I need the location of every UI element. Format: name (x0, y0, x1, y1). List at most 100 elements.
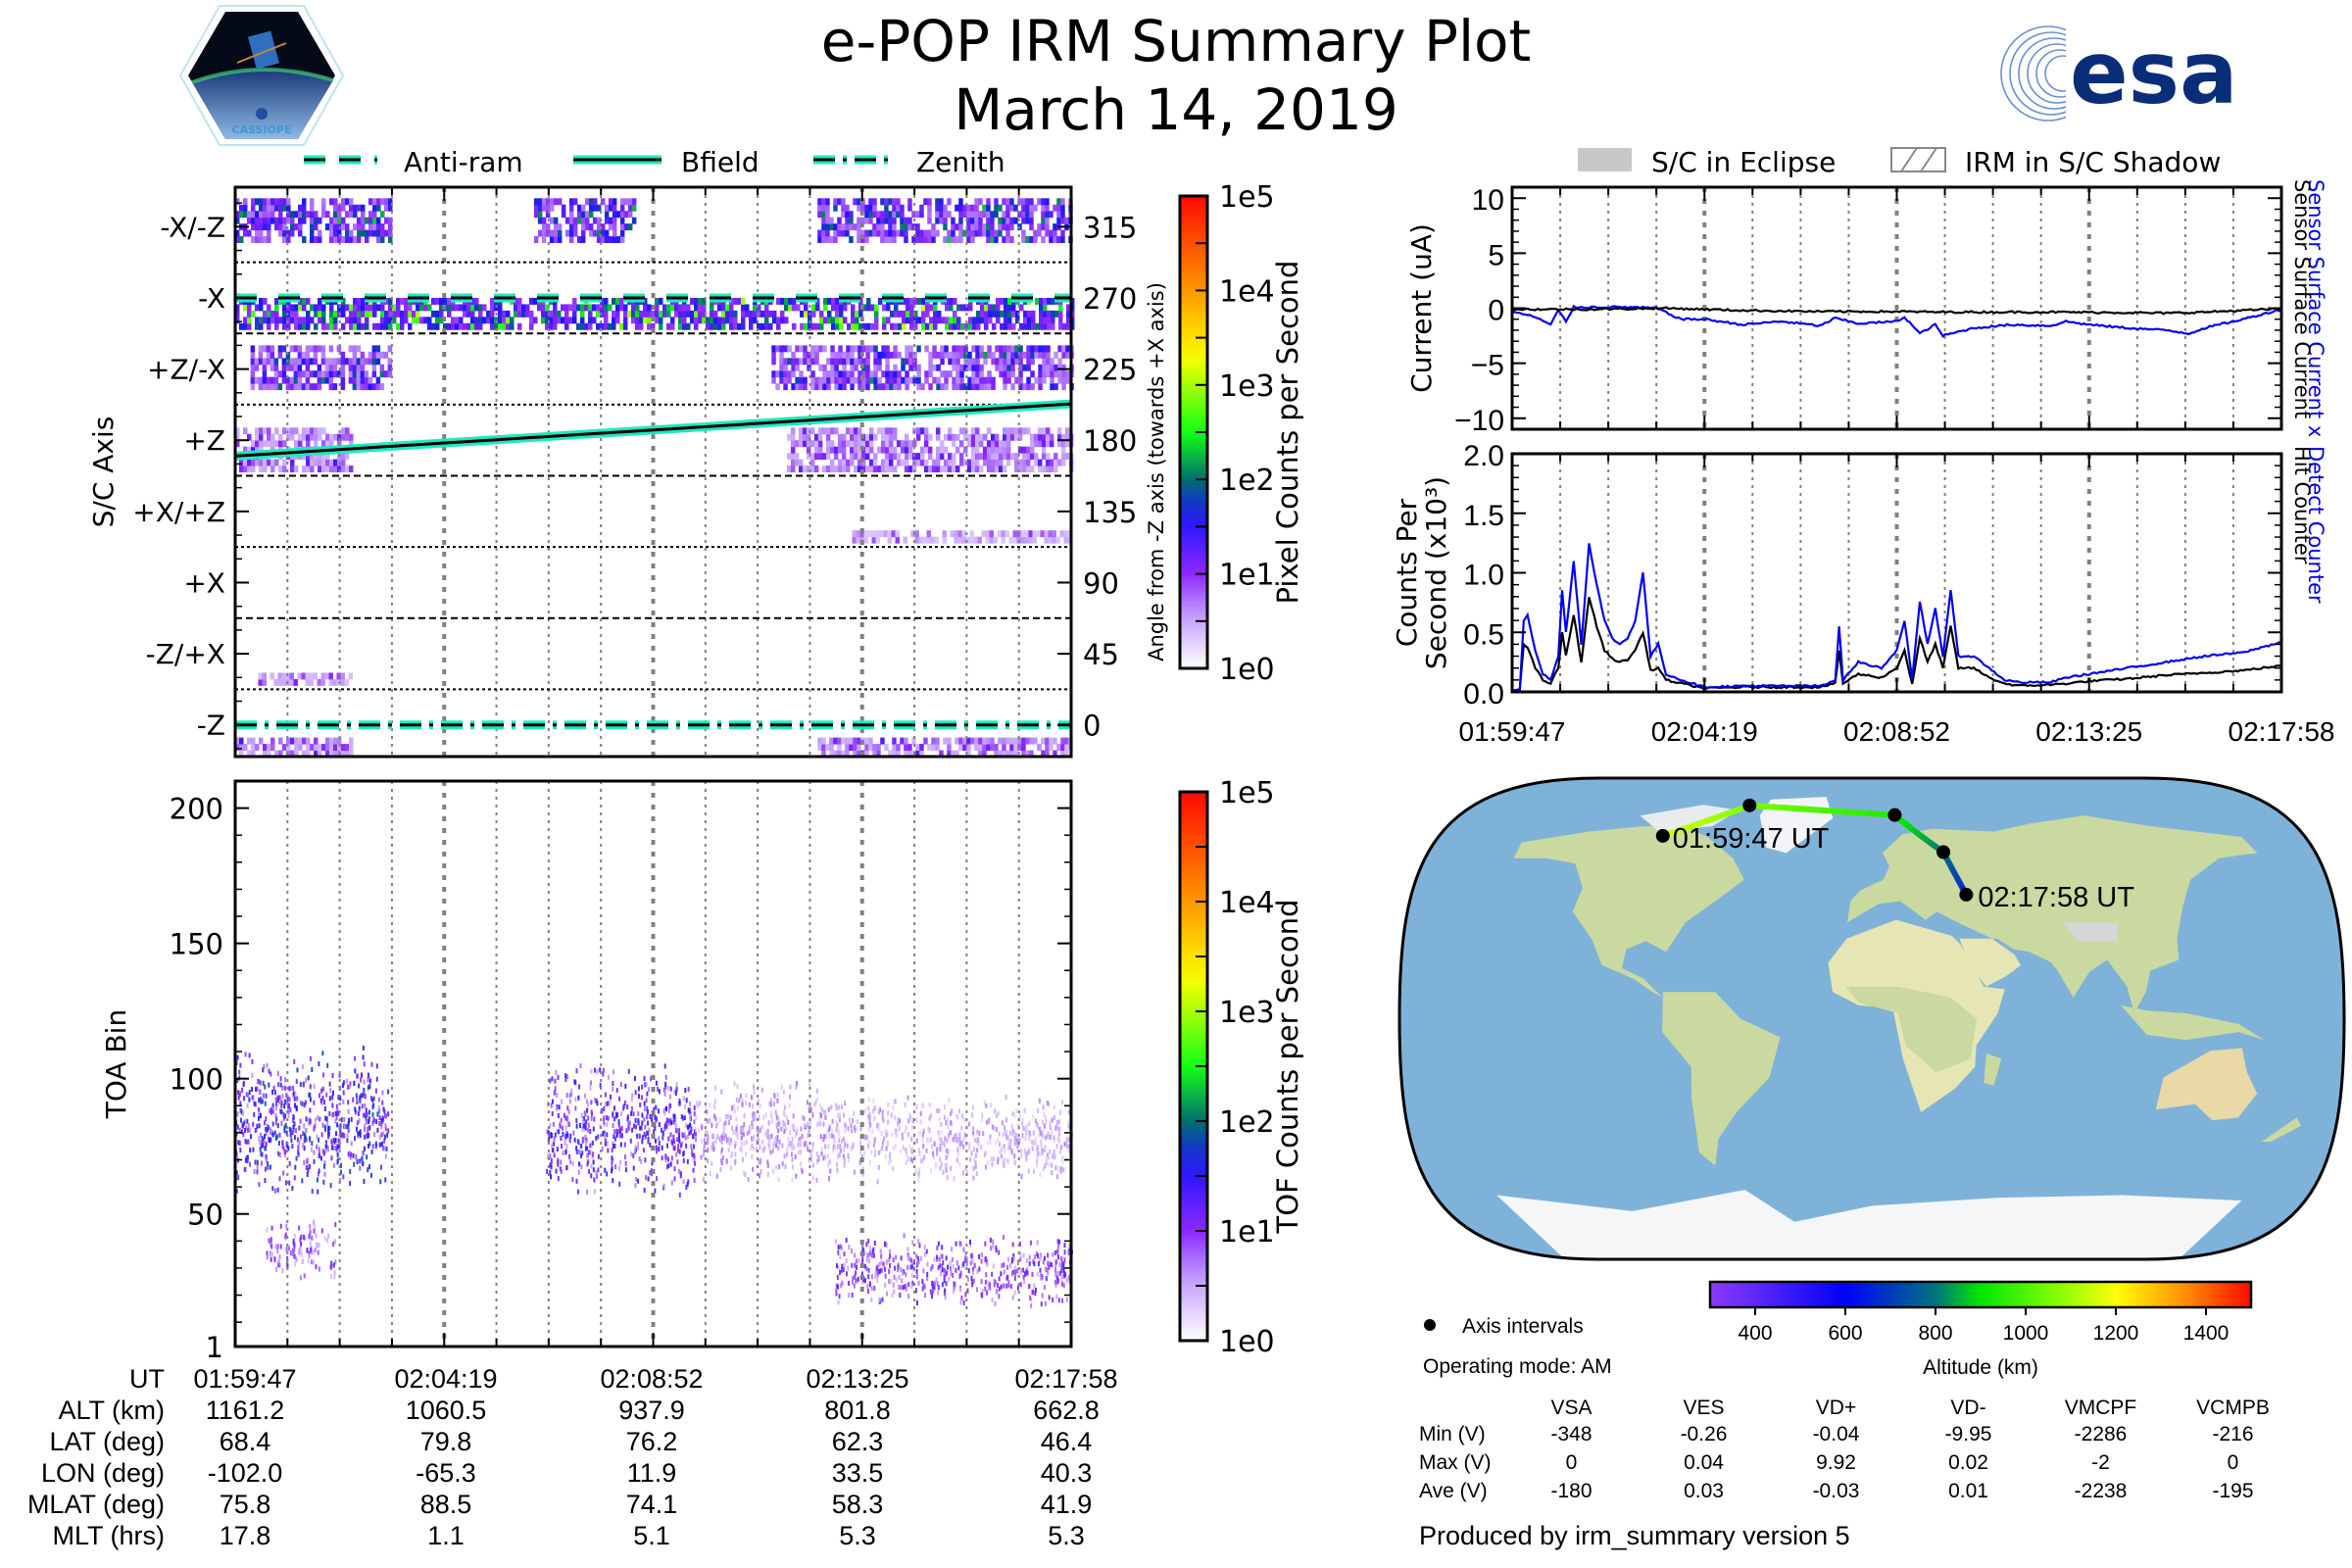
spectrogram-cell (1045, 223, 1050, 231)
spectrogram-cell (803, 351, 808, 359)
spectrogram-cell (916, 383, 921, 391)
toa-cell (960, 1295, 963, 1300)
spectrogram-cell (917, 297, 922, 305)
spectrogram-cell (541, 217, 547, 224)
toa-cell (332, 1138, 335, 1144)
toa-cell (1062, 1260, 1065, 1266)
toa-cell (736, 1130, 739, 1136)
toa-cell (550, 1174, 553, 1180)
spectrogram-cell (779, 351, 784, 359)
toa-cell (564, 1073, 567, 1079)
spectrogram-cell (821, 223, 826, 231)
spectrogram-cell (870, 322, 875, 330)
spectrogram-cell (255, 427, 260, 435)
spectrogram-cell (341, 198, 346, 206)
spectrogram-cell (962, 229, 967, 237)
spectrogram-cell (580, 229, 586, 237)
toa-cell (381, 1131, 384, 1137)
toa-cell (971, 1254, 974, 1260)
spectrogram-cell (332, 358, 338, 366)
toa-cell (339, 1169, 342, 1175)
spectrogram-cell (243, 427, 248, 435)
spectrogram-cell (553, 198, 559, 206)
toa-cell (658, 1136, 661, 1142)
spectrogram-cell (1046, 345, 1051, 353)
toa-cell (1003, 1269, 1005, 1275)
spectrogram-cell (1004, 304, 1008, 312)
spectrogram-cell (872, 211, 877, 219)
toa-cell (845, 1258, 848, 1264)
spectrogram-cell (1059, 530, 1064, 538)
toa-cell (270, 1129, 273, 1135)
spectrogram-cell (1034, 351, 1039, 359)
toa-cell (240, 1129, 243, 1135)
spectrogram-cell (353, 223, 358, 231)
spectrogram-cell (647, 304, 652, 312)
spectrogram-cell (278, 217, 283, 224)
toa-cell (690, 1126, 693, 1132)
spectrogram-cell (353, 304, 358, 312)
spectrogram-cell (857, 223, 861, 231)
spectrogram-cell (325, 737, 330, 745)
toa-cell (662, 1130, 664, 1136)
toa-cell (285, 1223, 288, 1229)
toa-cell (318, 1116, 321, 1122)
toa-cell (331, 1095, 334, 1101)
spectrogram-cell (876, 466, 882, 472)
spectrogram-cell (864, 440, 870, 448)
toa-cell (772, 1102, 775, 1107)
toa-cell (347, 1108, 350, 1114)
toa-cell (693, 1105, 696, 1111)
spectrogram-cell (851, 310, 856, 318)
spectrogram-cell (486, 317, 491, 324)
spectrogram-cell (670, 317, 675, 324)
spectrogram-cell (278, 223, 283, 231)
toa-cell (557, 1158, 560, 1164)
toa-cell (780, 1126, 783, 1132)
spectrogram-cell (1011, 322, 1016, 330)
spectrogram-cell (545, 310, 550, 318)
toa-cell (245, 1125, 248, 1131)
spectrogram-cell (1013, 737, 1018, 745)
toa-cell (865, 1266, 868, 1272)
toa-cell (349, 1081, 352, 1087)
spectrogram-cell (972, 322, 977, 330)
toa-cell (851, 1262, 854, 1268)
toa-cell (247, 1092, 250, 1098)
toa-cell (854, 1274, 857, 1280)
toa-cell (266, 1254, 269, 1260)
toa-cell (651, 1117, 654, 1123)
spectrogram-cell (921, 317, 926, 324)
legend-anti-ram: Anti-ram (304, 146, 523, 178)
spectrogram-cell (1003, 383, 1007, 391)
toa-cell (676, 1137, 679, 1143)
toa-cell (283, 1234, 286, 1240)
toa-cell (632, 1152, 635, 1158)
toa-cell (723, 1121, 726, 1127)
toa-cell (808, 1107, 810, 1113)
toa-cell (867, 1274, 870, 1280)
spectrogram-cell (921, 322, 926, 330)
spectrogram-cell (392, 310, 397, 318)
toa-cell (358, 1105, 361, 1111)
spectrogram-cell (1037, 459, 1043, 466)
spectrogram-cell (994, 750, 999, 758)
spectrogram-cell (549, 217, 555, 224)
spectrogram-cell (400, 317, 405, 324)
toa-cell (776, 1092, 779, 1098)
toa-cell (258, 1182, 261, 1188)
toa-cell (316, 1177, 318, 1183)
toa-cell (695, 1137, 698, 1143)
toa-cell (673, 1113, 676, 1119)
toa-cell (735, 1097, 738, 1102)
spectrogram-cell (305, 351, 311, 359)
spectrogram-cell (936, 376, 941, 384)
spectrogram-cell (270, 466, 275, 472)
toa-cell (379, 1121, 382, 1127)
spectrogram-cell (817, 236, 822, 243)
toa-cell (604, 1138, 607, 1144)
spectrogram-cell (817, 433, 823, 441)
toa-cell (358, 1131, 361, 1137)
spectrogram-cell (857, 204, 861, 212)
spectrogram-cell (956, 351, 960, 359)
